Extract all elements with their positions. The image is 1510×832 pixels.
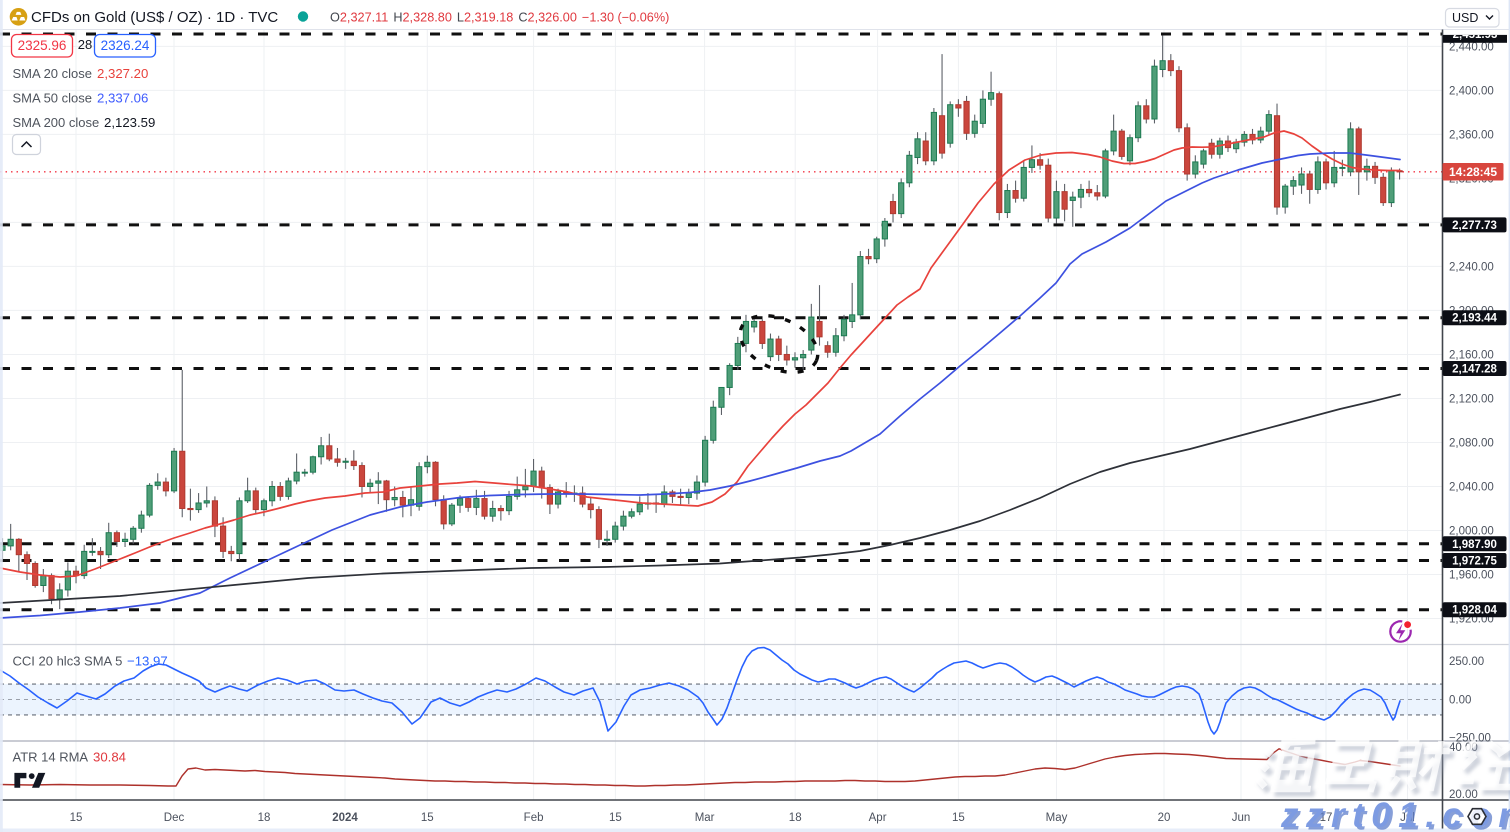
svg-text:2,147.28: 2,147.28: [1452, 364, 1497, 376]
svg-text:SMA 200 close: SMA 200 close: [13, 115, 100, 130]
svg-text:20.00: 20.00: [1449, 789, 1478, 801]
svg-text:1,960.00: 1,960.00: [1449, 570, 1494, 582]
svg-text:SMA 20 close: SMA 20 close: [13, 66, 93, 81]
svg-text:15: 15: [70, 812, 83, 824]
svg-text:2,160.00: 2,160.00: [1449, 350, 1494, 362]
svg-text:2,400.00: 2,400.00: [1449, 85, 1494, 97]
svg-text:CFDs on Gold (US$ / OZ) · 1D ·: CFDs on Gold (US$ / OZ) · 1D · TVC: [31, 9, 278, 26]
svg-text:1,987.90: 1,987.90: [1452, 539, 1497, 551]
svg-text:2,193.44: 2,193.44: [1452, 313, 1497, 325]
svg-text:28: 28: [78, 37, 92, 52]
svg-text:2,000.00: 2,000.00: [1449, 526, 1494, 538]
svg-text:Feb: Feb: [524, 812, 544, 824]
svg-text:17: 17: [1320, 812, 1333, 824]
svg-text:2,440.00: 2,440.00: [1449, 41, 1494, 53]
svg-text:Dec: Dec: [164, 812, 185, 824]
svg-text:250.00: 250.00: [1449, 656, 1484, 668]
svg-text:CCI 20 hlc3 SMA 5: CCI 20 hlc3 SMA 5: [13, 654, 123, 669]
svg-text:2325.96: 2325.96: [18, 38, 67, 53]
svg-text:Mar: Mar: [695, 812, 715, 824]
svg-text:14:28:45: 14:28:45: [1449, 165, 1497, 179]
svg-text:2,040.00: 2,040.00: [1449, 482, 1494, 494]
svg-text:May: May: [1046, 812, 1068, 824]
svg-text:0.00: 0.00: [1449, 695, 1471, 707]
svg-text:15: 15: [421, 812, 434, 824]
svg-text:SMA 50 close: SMA 50 close: [13, 91, 93, 106]
svg-text:1,928.04: 1,928.04: [1452, 605, 1497, 617]
svg-text:2326.24: 2326.24: [101, 38, 150, 53]
svg-text:ATR 14 RMA: ATR 14 RMA: [13, 750, 89, 765]
svg-text:20: 20: [1158, 812, 1171, 824]
svg-text:2,360.00: 2,360.00: [1449, 129, 1494, 141]
svg-text:2,277.73: 2,277.73: [1452, 220, 1497, 232]
svg-text:Jul: Jul: [1400, 812, 1415, 824]
svg-text:2024: 2024: [332, 812, 358, 824]
svg-text:Jun: Jun: [1232, 812, 1251, 824]
svg-text:2,240.00: 2,240.00: [1449, 261, 1494, 273]
svg-text:18: 18: [258, 812, 271, 824]
svg-text:2,080.00: 2,080.00: [1449, 438, 1494, 450]
svg-text:2,123.59: 2,123.59: [104, 115, 155, 130]
svg-text:USD: USD: [1452, 11, 1478, 25]
svg-text:2,337.06: 2,337.06: [97, 91, 148, 106]
svg-text:2,120.00: 2,120.00: [1449, 394, 1494, 406]
svg-text:Apr: Apr: [869, 812, 887, 824]
svg-text:30.84: 30.84: [93, 750, 126, 765]
svg-text:15: 15: [609, 812, 622, 824]
svg-text:−13.97: −13.97: [127, 654, 168, 669]
svg-text:2,451.93: 2,451.93: [1453, 29, 1498, 41]
svg-text:2,327.20: 2,327.20: [97, 66, 148, 81]
svg-text:−250.00: −250.00: [1449, 733, 1491, 745]
svg-text:15: 15: [952, 812, 965, 824]
svg-text:1,972.75: 1,972.75: [1452, 556, 1497, 568]
svg-text:18: 18: [789, 812, 802, 824]
